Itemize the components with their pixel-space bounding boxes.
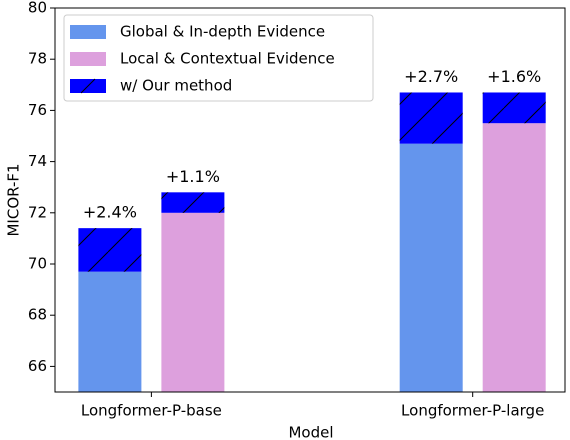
gain-label: +1.1%: [166, 167, 220, 186]
gain-hatch: [482, 92, 546, 124]
y-tick-label: 72: [28, 203, 47, 221]
gain-hatch: [399, 92, 463, 144]
bar: [399, 143, 463, 392]
gain-hatch: [78, 228, 142, 272]
legend-label: Local & Contextual Evidence: [120, 50, 335, 68]
legend-swatch: [70, 25, 106, 39]
x-tick-label: Longformer-P-base: [81, 402, 222, 420]
x-tick-label: Longformer-P-large: [401, 402, 544, 420]
legend-label: w/ Our method: [120, 77, 232, 95]
legend-label: Global & In-depth Evidence: [120, 23, 325, 41]
gain-hatch: [161, 192, 225, 213]
y-tick-label: 80: [28, 0, 47, 17]
y-tick-label: 68: [28, 306, 47, 324]
gain-label: +2.7%: [404, 67, 458, 86]
y-tick-label: 66: [28, 357, 47, 375]
legend-hatch: [80, 78, 96, 94]
gain-label: +1.6%: [487, 67, 541, 86]
x-axis-label: Model: [288, 424, 333, 440]
plot-frame: [54, 7, 566, 393]
gain-label: +2.4%: [83, 203, 137, 222]
legend-swatch: [70, 52, 106, 66]
bar: [161, 212, 225, 392]
y-axis-label: MICOR-F1: [5, 163, 23, 236]
y-tick-label: 74: [28, 152, 47, 170]
y-tick-label: 78: [28, 50, 47, 68]
legend-box: [63, 14, 374, 102]
bar: [78, 271, 142, 392]
y-tick-label: 76: [28, 101, 47, 119]
y-tick-label: 70: [28, 255, 47, 273]
bar: [482, 123, 546, 392]
